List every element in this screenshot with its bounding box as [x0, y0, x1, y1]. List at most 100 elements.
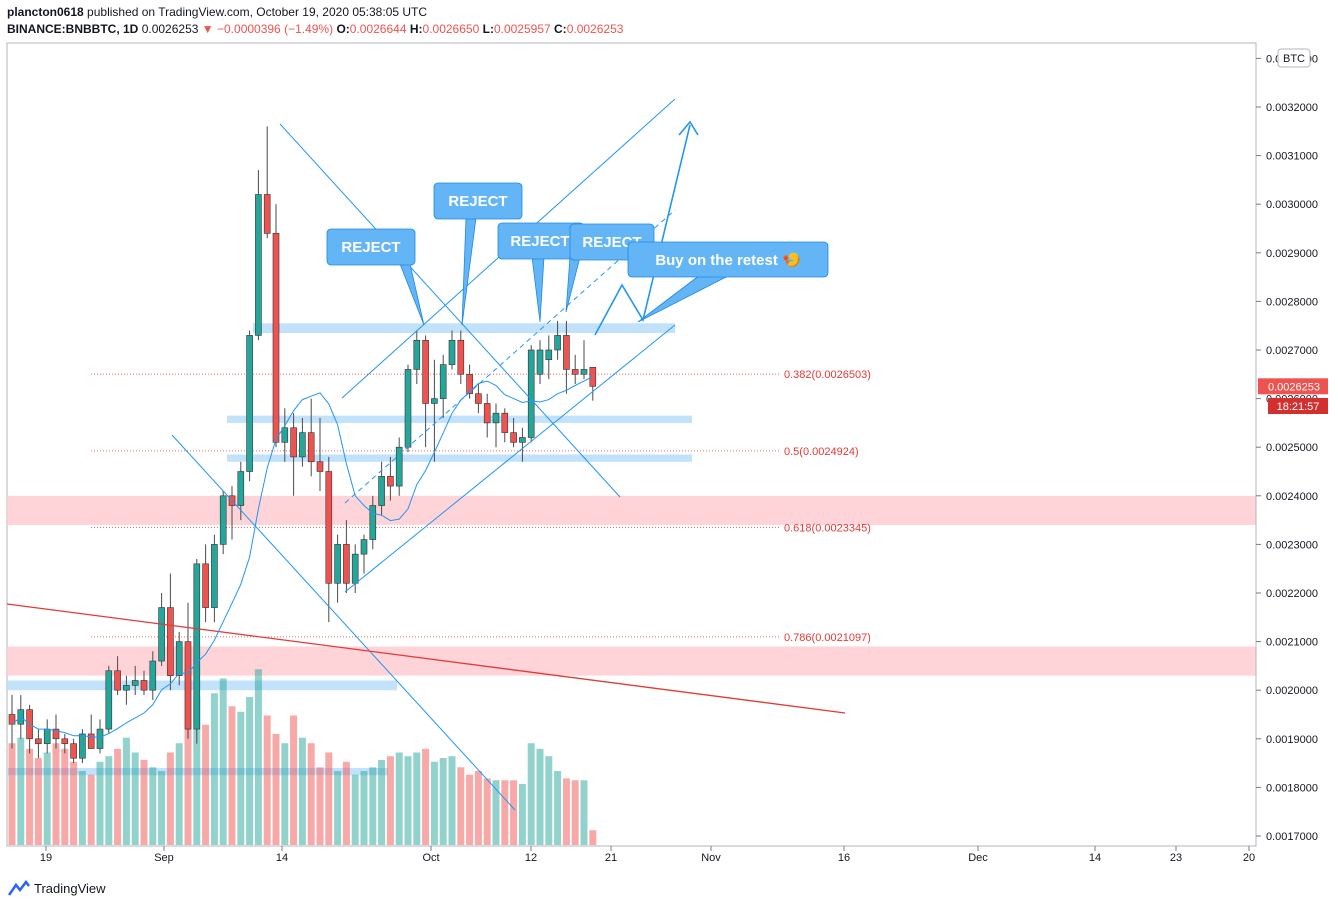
resistance-zone-blue[interactable]	[253, 323, 675, 333]
time-tick-label: Oct	[422, 852, 439, 864]
candle[interactable]	[545, 335, 553, 380]
candle[interactable]	[369, 495, 377, 550]
candle[interactable]	[457, 330, 465, 385]
downtrend-line-lower[interactable]	[171, 434, 516, 811]
candle[interactable]	[140, 670, 148, 696]
tradingview-brand[interactable]: TradingView	[34, 881, 106, 896]
author-name[interactable]: plancton0618	[7, 5, 84, 19]
candle[interactable]	[184, 602, 192, 739]
candle[interactable]	[246, 330, 253, 482]
candle[interactable]	[290, 413, 297, 496]
candle[interactable]	[114, 656, 121, 696]
candle[interactable]	[431, 359, 438, 462]
reject-callout-3-text: REJECT	[510, 233, 569, 250]
support-zone-red-lower[interactable]	[7, 646, 1256, 676]
candle[interactable]	[307, 398, 315, 477]
candle-body	[527, 349, 535, 438]
candle[interactable]	[272, 204, 280, 448]
buy-callout[interactable]	[627, 241, 829, 278]
price-chart[interactable]: 0.382(0.0026503) 0.5(0.0024924) 0.618(0.00…	[0, 0, 1338, 872]
candle[interactable]	[96, 719, 104, 754]
projection-path[interactable]	[594, 124, 691, 336]
price-tick-label: 0.0025000	[1266, 442, 1318, 454]
time-tick-label: 21	[605, 852, 617, 864]
volume-bar	[378, 759, 386, 845]
volume-bar	[149, 767, 157, 845]
zone-blue-base[interactable]	[7, 680, 397, 691]
candle[interactable]	[501, 408, 509, 443]
candle[interactable]	[527, 345, 535, 443]
candle[interactable]	[70, 738, 77, 764]
candle[interactable]	[35, 729, 42, 759]
time-axis[interactable]: 19 Sep 14 Oct 12 21 Nov 16 Dec 14 23 20	[7, 845, 1256, 864]
close-label: C:	[554, 22, 567, 36]
candle-body	[8, 714, 16, 725]
candle[interactable]	[334, 534, 341, 603]
channel-mid-line[interactable]	[344, 209, 676, 504]
candle[interactable]	[79, 729, 86, 764]
tradingview-logo-icon[interactable]	[8, 880, 30, 896]
candle-body	[334, 544, 341, 584]
candle[interactable]	[193, 558, 201, 744]
candle[interactable]	[413, 330, 421, 385]
candle[interactable]	[219, 490, 227, 555]
candle[interactable]	[175, 631, 183, 686]
candle[interactable]	[563, 320, 570, 394]
candle[interactable]	[167, 573, 174, 691]
candle[interactable]	[580, 340, 588, 380]
candle-body	[131, 680, 139, 686]
candle[interactable]	[8, 695, 16, 749]
volume-bar	[518, 783, 526, 845]
candle-body	[96, 728, 104, 749]
zone-blue-mid[interactable]	[227, 415, 692, 423]
candle[interactable]	[492, 403, 500, 448]
candle[interactable]	[52, 714, 60, 749]
candle[interactable]	[158, 593, 165, 666]
candle[interactable]	[255, 170, 262, 341]
candle[interactable]	[61, 733, 69, 754]
candle[interactable]	[387, 456, 394, 501]
candle[interactable]	[131, 665, 139, 696]
supply-zone-red-upper[interactable]	[7, 495, 1256, 525]
candle[interactable]	[395, 437, 403, 496]
candle[interactable]	[149, 651, 157, 700]
candle[interactable]	[519, 427, 526, 462]
fib-level-label-2: 0.618(0.0023345)	[784, 523, 871, 535]
candle[interactable]	[448, 330, 456, 370]
zone-blue-low[interactable]	[227, 454, 692, 462]
candle[interactable]	[123, 675, 130, 705]
candle[interactable]	[316, 418, 324, 491]
downtrend-line-upper[interactable]	[279, 123, 621, 498]
long-term-trend-line[interactable]	[6, 603, 846, 714]
candle[interactable]	[571, 354, 579, 385]
price-axis[interactable]: 0.0017000 0.0018000 0.0019000 0.0020000 0.00…	[1255, 43, 1318, 846]
candle[interactable]	[536, 340, 544, 385]
candle[interactable]	[263, 126, 271, 239]
candle-body	[580, 369, 588, 375]
candle[interactable]	[475, 384, 482, 414]
candle[interactable]	[483, 393, 491, 438]
candle[interactable]	[439, 354, 447, 419]
candle[interactable]	[422, 335, 429, 448]
candle[interactable]	[360, 534, 368, 574]
candle-body	[501, 412, 509, 433]
currency-badge[interactable]: BTC	[1277, 48, 1311, 68]
candle[interactable]	[510, 418, 517, 448]
candle[interactable]	[87, 714, 95, 749]
candle-body	[202, 563, 209, 608]
candle[interactable]	[211, 534, 218, 623]
candle[interactable]	[105, 665, 113, 734]
candle[interactable]	[325, 456, 333, 623]
candle[interactable]	[343, 520, 350, 593]
candle-body	[466, 373, 473, 395]
candle[interactable]	[554, 320, 561, 360]
symbol-label[interactable]: BINANCE:BNBBTC, 1D	[7, 22, 139, 36]
candle[interactable]	[404, 364, 412, 453]
candle[interactable]	[299, 418, 306, 467]
reject-callout-1[interactable]	[326, 228, 416, 266]
channel-lower-line[interactable]	[344, 324, 676, 593]
candle[interactable]	[281, 408, 289, 462]
reject-callout-2[interactable]	[433, 182, 523, 220]
candle[interactable]	[202, 544, 209, 623]
candle-body	[369, 505, 377, 540]
